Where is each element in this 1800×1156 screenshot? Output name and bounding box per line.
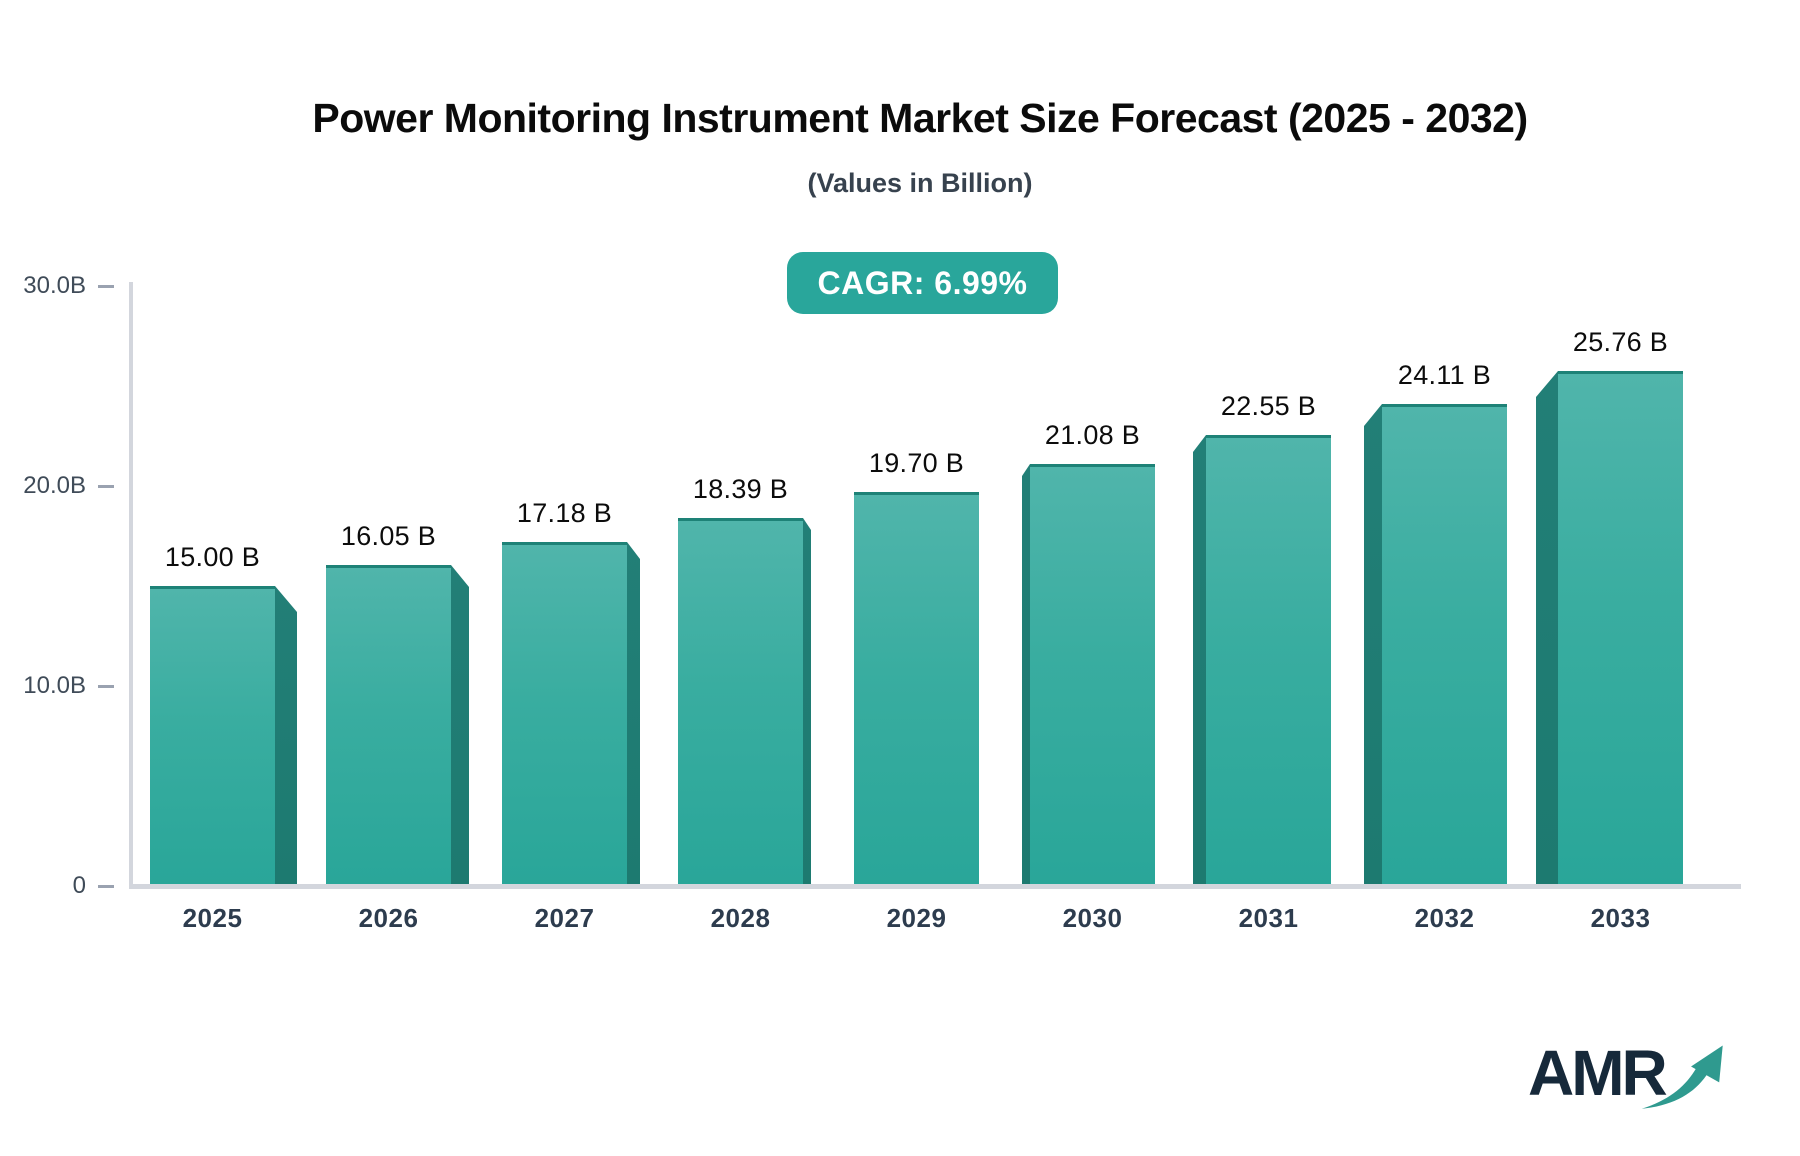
bar-2033 [1558,371,1683,886]
bar-value-label-2030: 21.08 B [1044,420,1141,450]
x-axis-label-2029: 2029 [886,903,947,933]
chart-title: Power Monitoring Instrument Market Size … [312,95,1528,141]
x-axis-label-2033: 2033 [1590,903,1651,933]
bar-side-3d-2031 [1193,435,1206,886]
bar-side-3d-2026 [451,565,469,886]
y-axis-tick-mark [98,285,114,288]
bar-2025 [150,586,275,886]
bar-side-3d-2028 [803,518,811,886]
y-axis-tick-label-0: 0 [72,872,86,899]
bar-side-3d-2027 [627,542,640,886]
bar-side-3d-2025 [275,586,297,886]
y-axis-tick-mark [98,885,114,888]
bar-value-label-2031: 22.55 B [1220,391,1317,421]
x-axis-baseline [129,884,1741,889]
amr-logo: AMR [1528,1036,1728,1121]
bar-2026 [326,565,451,886]
x-axis-label-2025: 2025 [182,903,243,933]
bar-2028 [678,518,803,886]
bar-side-3d-2030 [1022,464,1030,886]
bar-2027 [502,542,627,886]
x-axis-label-2028: 2028 [710,903,771,933]
y-axis-tick-label-20.0B: 20.0B [23,472,86,499]
x-axis-label-2027: 2027 [534,903,595,933]
bar-2031 [1206,435,1331,886]
x-axis-label-2026: 2026 [358,903,419,933]
trend-up-arrow-icon [1641,1045,1723,1109]
bar-value-label-2026: 16.05 B [340,521,437,551]
bar-2030 [1030,464,1155,886]
bar-value-label-2027: 17.18 B [516,498,613,528]
x-axis-label-2030: 2030 [1062,903,1123,933]
y-axis-line [129,282,133,888]
x-axis-label-2031: 2031 [1238,903,1299,933]
y-axis-tick-mark [98,685,114,688]
bar-value-label-2029: 19.70 B [868,448,965,478]
bar-value-label-2025: 15.00 B [164,542,261,572]
bar-side-3d-2032 [1364,404,1382,886]
amr-logo-text: AMR [1528,1037,1668,1109]
y-axis-tick-label-30.0B: 30.0B [23,272,86,299]
bar-value-label-2033: 25.76 B [1572,327,1669,357]
chart-subtitle: (Values in Billion) [807,168,1033,198]
cagr-badge: CAGR: 6.99% [787,252,1058,314]
bar-2032 [1382,404,1507,886]
bar-side-3d-2033 [1536,371,1558,886]
bar-value-label-2028: 18.39 B [692,474,789,504]
y-axis-tick-label-10.0B: 10.0B [23,672,86,699]
x-axis-label-2032: 2032 [1414,903,1475,933]
bar-value-label-2032: 24.11 B [1397,360,1492,390]
y-axis-tick-mark [98,485,114,488]
bar-2029 [854,492,979,886]
